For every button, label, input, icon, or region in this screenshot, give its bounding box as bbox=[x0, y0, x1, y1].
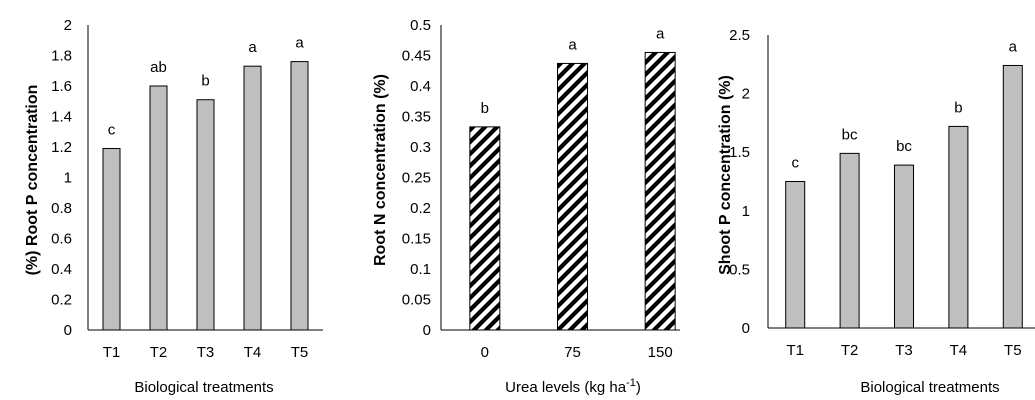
shoot-p-y-tick-label: 2 bbox=[742, 86, 750, 103]
root-n-x-axis-label: Urea levels (kg ha-1) bbox=[505, 377, 641, 396]
root-p-y-tick-label: 0 bbox=[64, 322, 72, 339]
root-p-y-tick-label: 1.2 bbox=[51, 139, 72, 156]
root-p-bars bbox=[102, 61, 309, 331]
root-n-x-label-main: Urea levels (kg ha bbox=[505, 379, 627, 396]
root-p-x-tick-T4: T4 bbox=[244, 344, 262, 361]
root-n-y-axis-label: Root N concentration (%) bbox=[372, 74, 389, 266]
root-p-bar-T4 bbox=[243, 65, 262, 331]
shoot-p-significance-T3: bc bbox=[896, 138, 912, 155]
root-p-x-tick-T1: T1 bbox=[103, 344, 121, 361]
shoot-p-y-tick-label: 2.5 bbox=[729, 27, 750, 44]
root-n-bar-150 bbox=[644, 51, 676, 331]
root-n-significance-75: a bbox=[568, 36, 577, 53]
root-p-bar-T2 bbox=[149, 85, 168, 331]
root-n-bar-0 bbox=[469, 126, 501, 331]
root-p-y-tick-label: 2 bbox=[64, 17, 72, 34]
root-p-y-tick-label: 0.2 bbox=[51, 292, 72, 309]
root-p-y-tick-label: 0.8 bbox=[51, 200, 72, 217]
shoot-p-bar-T4 bbox=[948, 125, 969, 329]
shoot-p-y-ticks: 0 0.5 1 1.5 2 2.5 bbox=[729, 27, 750, 337]
shoot-p-bar-T2 bbox=[839, 152, 860, 329]
shoot-p-significance-T4: b bbox=[954, 99, 962, 116]
root-p-significance-T2: ab bbox=[150, 59, 167, 76]
shoot-p-x-ticks: T1 T2 T3 T4 T5 bbox=[786, 342, 1021, 359]
shoot-p-x-tick-T4: T4 bbox=[950, 342, 968, 359]
shoot-p-significance-T5: a bbox=[1009, 38, 1018, 55]
shoot-p-significance-T2: bc bbox=[842, 126, 858, 143]
root-n-x-label-sup: -1 bbox=[626, 377, 636, 389]
shoot-p-chart: 0 0.5 1 1.5 2 2.5 c bc bc b a T1 T2 T3 T4 T5 Shoot P … bbox=[717, 27, 1035, 396]
shoot-p-x-tick-T3: T3 bbox=[895, 342, 913, 359]
root-n-y-ticks: 0 0.05 0.1 0.15 0.2 0.25 0.3 0.35 0.4 0.45 0.5 bbox=[402, 17, 431, 339]
root-p-x-tick-T5: T5 bbox=[291, 344, 309, 361]
root-n-significance-150: a bbox=[656, 25, 665, 42]
root-p-y-tick-label: 1.4 bbox=[51, 109, 72, 126]
root-p-x-axis-label: Biological treatments bbox=[134, 379, 273, 396]
shoot-p-y-tick-label: 0.5 bbox=[729, 261, 750, 278]
root-n-x-label-end: ) bbox=[636, 379, 641, 396]
root-p-significance-T5: a bbox=[295, 35, 304, 52]
root-n-y-tick-label: 0 bbox=[423, 322, 431, 339]
root-n-y-tick-label: 0.45 bbox=[402, 48, 431, 65]
root-p-x-tick-T2: T2 bbox=[150, 344, 168, 361]
root-n-y-tick-label: 0.25 bbox=[402, 170, 431, 187]
root-n-x-tick-0: 0 bbox=[481, 344, 489, 361]
root-p-x-tick-T3: T3 bbox=[197, 344, 215, 361]
root-n-x-ticks: 0 75 150 bbox=[481, 344, 673, 361]
root-n-y-tick-label: 0.05 bbox=[402, 292, 431, 309]
shoot-p-x-tick-T1: T1 bbox=[786, 342, 804, 359]
root-n-x-tick-150: 150 bbox=[648, 344, 673, 361]
root-n-significance-0: b bbox=[481, 100, 489, 117]
root-p-y-tick-label: 1.8 bbox=[51, 48, 72, 65]
shoot-p-bar-T5 bbox=[1002, 64, 1023, 329]
root-p-significance-T4: a bbox=[248, 39, 257, 56]
root-p-y-tick-label: 0.6 bbox=[51, 231, 72, 248]
root-n-y-tick-label: 0.2 bbox=[410, 200, 431, 217]
root-n-y-tick-label: 0.5 bbox=[410, 17, 431, 34]
root-p-y-ticks: 0 0.2 0.4 0.6 0.8 1 1.2 1.4 1.6 1.8 2 bbox=[51, 17, 72, 339]
root-n-chart: 0 0.05 0.1 0.15 0.2 0.25 0.3 0.35 0.4 0.45 0.5 b a a… bbox=[372, 17, 680, 396]
root-n-y-tick-label: 0.3 bbox=[410, 139, 431, 156]
root-p-y-axis-label: (%) Root P concentration bbox=[24, 85, 41, 276]
shoot-p-bar-T3 bbox=[894, 164, 914, 329]
root-p-bar-T5 bbox=[290, 61, 309, 331]
root-n-y-tick-label: 0.4 bbox=[410, 78, 431, 95]
shoot-p-y-tick-label: 0 bbox=[742, 320, 750, 337]
root-n-y-tick-label: 0.15 bbox=[402, 231, 431, 248]
root-n-y-tick-label: 0.35 bbox=[402, 109, 431, 126]
shoot-p-x-axis-label: Biological treatments bbox=[860, 379, 999, 396]
shoot-p-significance-T1: c bbox=[791, 155, 799, 172]
root-p-significance-T1: c bbox=[108, 122, 116, 139]
root-p-x-ticks: T1 T2 T3 T4 T5 bbox=[103, 344, 309, 361]
shoot-p-y-tick-label: 1.5 bbox=[729, 144, 750, 161]
root-p-significance-T3: b bbox=[201, 73, 209, 90]
shoot-p-x-tick-T5: T5 bbox=[1004, 342, 1022, 359]
shoot-p-bar-T1 bbox=[785, 181, 806, 329]
shoot-p-bars bbox=[785, 64, 1023, 329]
shoot-p-significance-labels: c bc bc b a bbox=[791, 38, 1017, 171]
root-p-y-tick-label: 1.6 bbox=[51, 78, 72, 95]
root-n-significance-labels: b a a bbox=[481, 25, 665, 116]
shoot-p-x-tick-T2: T2 bbox=[841, 342, 859, 359]
root-p-bar-T1 bbox=[102, 148, 121, 331]
shoot-p-y-tick-label: 1 bbox=[742, 203, 750, 220]
shoot-p-y-axis-label: Shoot P concentration (%) bbox=[717, 75, 734, 275]
root-n-x-tick-75: 75 bbox=[564, 344, 581, 361]
root-p-bar-T3 bbox=[196, 99, 215, 331]
root-p-significance-labels: c ab b a a bbox=[108, 35, 305, 139]
root-p-y-tick-label: 1 bbox=[64, 170, 72, 187]
root-p-y-tick-label: 0.4 bbox=[51, 261, 72, 278]
root-n-bars bbox=[469, 51, 676, 331]
root-n-y-tick-label: 0.1 bbox=[410, 261, 431, 278]
root-n-bar-75 bbox=[557, 62, 588, 331]
